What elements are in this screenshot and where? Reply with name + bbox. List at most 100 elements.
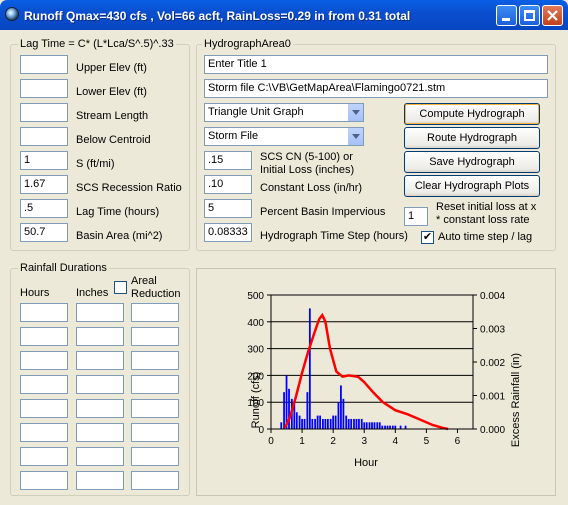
chart-panel: [196, 268, 556, 496]
rainfall-inches-input[interactable]: [76, 447, 124, 466]
rainfall-inches-input[interactable]: [76, 327, 124, 346]
slope-input[interactable]: 1: [20, 151, 68, 170]
rainfall-areal-reduction-input[interactable]: [131, 399, 179, 418]
rainfall-hours-input[interactable]: [20, 423, 68, 442]
rainfall-hours-input[interactable]: [20, 303, 68, 322]
y-tick-label: 300: [247, 345, 264, 356]
excess-rainfall-bar: [326, 418, 329, 429]
excess-rainfall-bar: [353, 418, 355, 429]
compute-hydrograph-button[interactable]: Compute Hydrograph: [404, 103, 540, 125]
rainfall-areal-reduction-input[interactable]: [131, 375, 179, 394]
excess-rainfall-bar: [373, 422, 376, 429]
excess-rainfall-bar: [350, 418, 353, 429]
stream-length-input[interactable]: [20, 103, 68, 122]
auto-time-step-label: Auto time step / lag: [438, 231, 533, 243]
excess-rainfall-bar: [404, 425, 407, 429]
rainfall-inches-input[interactable]: [76, 423, 124, 442]
x-tick-label: 0: [268, 436, 274, 447]
recession-ratio-input[interactable]: 1.67: [20, 175, 68, 194]
excess-rainfall-bar: [389, 425, 391, 429]
time-step-label: Hydrograph Time Step (hours): [260, 230, 408, 242]
excess-rainfall-bar: [298, 415, 301, 429]
rainfall-inches-input[interactable]: [76, 303, 124, 322]
storm-value: Storm File: [208, 130, 259, 142]
y-tick-label: 0: [258, 425, 264, 436]
y-axis-label: Runoff (cfs): [250, 372, 262, 429]
rainfall-inches-input[interactable]: [76, 375, 124, 394]
title-bar[interactable]: [0, 0, 568, 30]
recession-ratio-label: SCS Recession Ratio: [76, 182, 182, 194]
excess-rainfall-bar: [371, 422, 373, 429]
reduction-header: Reduction: [131, 288, 181, 300]
minimize-button[interactable]: [496, 5, 517, 26]
upper-elev-input[interactable]: [20, 55, 68, 74]
excess-rainfall-bar: [345, 415, 348, 429]
impervious-input[interactable]: 5: [204, 199, 252, 218]
rainfall-areal-reduction-input[interactable]: [131, 423, 179, 442]
excess-rainfall-bar: [283, 392, 285, 429]
areal-reduction-checkbox[interactable]: [114, 281, 127, 294]
hours-header: Hours: [20, 287, 50, 299]
clear-plots-button[interactable]: Clear Hydrograph Plots: [404, 175, 540, 197]
close-button[interactable]: [542, 5, 563, 26]
upper-elev-label: Upper Elev (ft): [76, 62, 147, 74]
save-hydrograph-button[interactable]: Save Hydrograph: [404, 151, 540, 173]
lag-time-group: [10, 44, 190, 251]
y-tick-label: 200: [247, 371, 264, 382]
rainfall-inches-input[interactable]: [76, 471, 124, 490]
reset-loss-input[interactable]: 1: [404, 207, 428, 226]
lower-elev-input[interactable]: [20, 79, 68, 98]
excess-rainfall-bar: [363, 422, 366, 429]
constant-loss-input[interactable]: .10: [204, 175, 252, 194]
excess-rainfall-bar: [308, 308, 311, 429]
rainfall-areal-reduction-input[interactable]: [131, 447, 179, 466]
x-tick-label: 2: [330, 436, 336, 447]
excess-rainfall-bar: [358, 418, 360, 429]
rainfall-hours-input[interactable]: [20, 471, 68, 490]
maximize-icon: [524, 10, 535, 21]
auto-time-step-checkbox[interactable]: ✔: [421, 231, 434, 244]
route-hydrograph-button[interactable]: Route Hydrograph: [404, 127, 540, 149]
excess-rainfall-bar: [399, 425, 402, 429]
below-centroid-label: Below Centroid: [76, 134, 151, 146]
unit-graph-select[interactable]: Triangle Unit Graph: [204, 103, 364, 122]
rainfall-areal-reduction-input[interactable]: [131, 303, 179, 322]
excess-rainfall-bar: [288, 388, 290, 429]
rainfall-hours-input[interactable]: [20, 375, 68, 394]
unit-graph-dropdown-icon[interactable]: [347, 104, 363, 121]
rainfall-hours-input[interactable]: [20, 399, 68, 418]
excess-rainfall-bar: [394, 425, 397, 429]
scs-cn-label: SCS CN (5-100) or: [260, 151, 353, 163]
rainfall-areal-reduction-input[interactable]: [131, 351, 179, 370]
time-step-input[interactable]: 0.08333: [204, 223, 252, 242]
excess-rainfall-bar: [334, 415, 337, 429]
storm-select[interactable]: Storm File: [204, 127, 364, 146]
title-input[interactable]: Enter Title 1: [204, 55, 548, 74]
chart-axes: 0 100 200 300 400 500 0.000 0.001 0.002 0.003 0.00…: [247, 291, 505, 447]
rainfall-hours-input[interactable]: [20, 447, 68, 466]
excess-rainfall-bar: [355, 418, 358, 429]
lag-time-input[interactable]: .5: [20, 199, 68, 218]
rainfall-hours-input[interactable]: [20, 351, 68, 370]
runoff-line: [283, 312, 449, 431]
storm-file-input[interactable]: Storm file C:\VB\GetMapArea\Flamingo0721…: [204, 79, 548, 98]
excess-rainfall-bar: [342, 398, 345, 429]
below-centroid-input[interactable]: [20, 127, 68, 146]
excess-rainfall-bar: [316, 415, 319, 429]
excess-rainfall-bar: [365, 422, 368, 429]
scs-cn-input[interactable]: .15: [204, 151, 252, 170]
minimize-icon: [502, 18, 510, 21]
app-icon[interactable]: [5, 7, 19, 21]
basin-area-input[interactable]: 50.7: [20, 223, 68, 242]
rainfall-hours-input[interactable]: [20, 327, 68, 346]
rainfall-areal-reduction-input[interactable]: [131, 327, 179, 346]
rainfall-areal-reduction-input[interactable]: [131, 471, 179, 490]
rainfall-inches-input[interactable]: [76, 399, 124, 418]
maximize-button[interactable]: [519, 5, 540, 26]
x-tick-label: 5: [424, 436, 430, 447]
excess-rainfall-bar: [319, 415, 321, 429]
excess-rainfall-bar: [376, 422, 379, 429]
rainfall-inches-input[interactable]: [76, 351, 124, 370]
excess-rainfall-bar: [381, 425, 384, 429]
storm-dropdown-icon[interactable]: [347, 128, 363, 145]
